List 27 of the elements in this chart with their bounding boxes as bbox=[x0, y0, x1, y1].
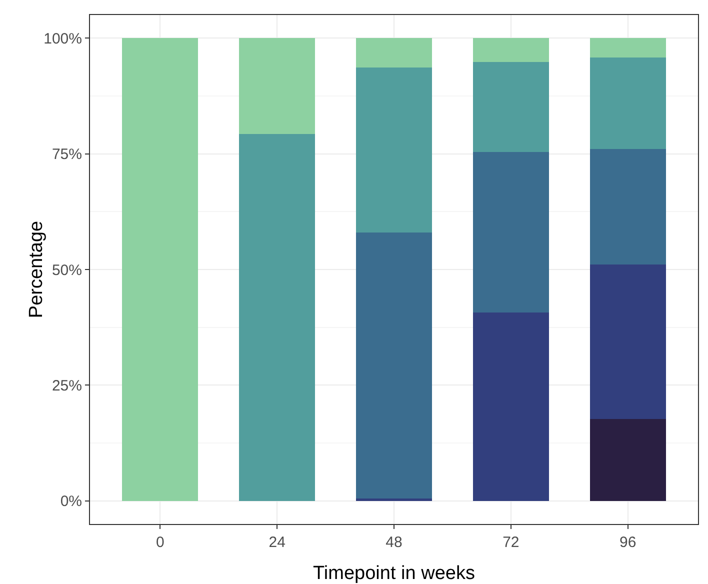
x-tick-label: 24 bbox=[268, 534, 286, 551]
bar bbox=[122, 38, 198, 501]
y-tick-label: 100% bbox=[44, 30, 82, 48]
y-axis-title: Percentage bbox=[26, 220, 47, 318]
bar bbox=[356, 38, 432, 68]
y-tick-label: 25% bbox=[52, 377, 82, 394]
bar bbox=[356, 67, 432, 232]
x-tick-label: 96 bbox=[620, 534, 636, 551]
bar bbox=[472, 38, 549, 62]
bar bbox=[239, 134, 316, 501]
bar bbox=[590, 38, 666, 58]
bar bbox=[356, 232, 432, 499]
bar bbox=[239, 38, 316, 134]
bar bbox=[590, 418, 666, 501]
bar bbox=[472, 62, 549, 152]
bar bbox=[590, 264, 666, 419]
bar bbox=[472, 312, 549, 501]
bar bbox=[472, 152, 549, 313]
x-tick-label: 48 bbox=[386, 534, 402, 551]
bar bbox=[590, 58, 666, 150]
y-tick-label: 50% bbox=[52, 262, 82, 279]
y-tick-label: 75% bbox=[52, 146, 82, 164]
bar bbox=[590, 149, 666, 264]
x-tick-label: 72 bbox=[502, 534, 520, 551]
x-tick-label: 0 bbox=[156, 534, 164, 551]
x-axis-title: Timepoint in weeks bbox=[313, 563, 475, 584]
y-tick-label: 0% bbox=[60, 493, 82, 510]
